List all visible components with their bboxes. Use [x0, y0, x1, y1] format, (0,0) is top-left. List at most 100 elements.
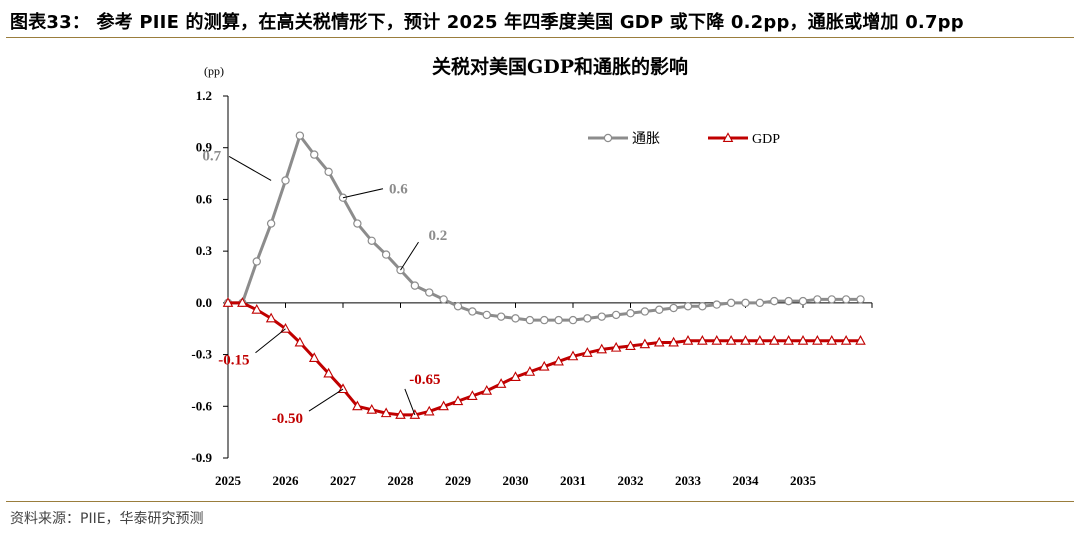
data-point-inflation — [712, 300, 721, 309]
data-point-inflation — [310, 150, 319, 159]
annotation-leader — [308, 388, 344, 412]
annotation-leader — [342, 188, 384, 199]
data-point-inflation — [669, 303, 678, 313]
data-point-inflation — [784, 296, 793, 306]
data-point-gdp — [783, 335, 794, 345]
annotation-label: -0.65 — [409, 372, 440, 388]
data-point-inflation — [813, 295, 822, 304]
data-point-gdp — [768, 335, 780, 345]
data-point-inflation — [698, 302, 707, 311]
data-point-inflation — [798, 296, 808, 306]
x-tick-label: 2030 — [503, 473, 529, 488]
data-point-gdp — [222, 297, 234, 307]
data-point-inflation — [540, 315, 549, 325]
data-point-inflation — [410, 281, 420, 290]
data-point-gdp — [467, 390, 478, 400]
data-point-inflation — [295, 131, 305, 140]
title-divider — [6, 37, 1074, 38]
data-point-inflation — [353, 219, 362, 228]
x-tick-label: 2029 — [445, 473, 472, 488]
data-point-gdp — [423, 405, 435, 416]
data-point-inflation — [525, 315, 535, 325]
data-point-inflation — [626, 309, 635, 318]
data-point-gdp — [697, 335, 708, 345]
data-point-gdp — [308, 352, 320, 363]
data-point-inflation — [597, 312, 606, 321]
y-tick-label: -0.3 — [191, 347, 212, 362]
annotation-leader — [255, 328, 286, 354]
data-point-gdp — [567, 350, 579, 361]
y-tick-label: -0.6 — [191, 398, 212, 413]
data-point-gdp — [668, 336, 679, 347]
data-point-gdp — [380, 407, 392, 418]
annotation-label: 0.2 — [429, 228, 448, 244]
x-tick-label: 2032 — [618, 473, 644, 488]
x-tick-label: 2034 — [733, 473, 760, 488]
data-point-gdp — [366, 403, 378, 414]
legend-marker-gdp — [722, 132, 734, 142]
data-point-gdp — [855, 335, 866, 345]
data-point-inflation — [367, 236, 376, 245]
data-point-inflation — [439, 295, 448, 304]
data-point-inflation — [281, 176, 290, 185]
data-point-inflation — [381, 250, 391, 259]
annotation-label: 0.6 — [389, 182, 408, 198]
data-point-inflation — [755, 298, 765, 308]
source-divider — [6, 501, 1074, 502]
data-point-inflation — [453, 302, 463, 311]
data-point-gdp — [524, 366, 536, 376]
data-point-gdp — [553, 355, 564, 366]
series-line-inflation — [228, 134, 861, 322]
legend-marker-inflation — [603, 133, 613, 143]
annotation-leader — [404, 388, 416, 416]
data-point-gdp — [797, 335, 809, 345]
y-tick-label: 0.0 — [196, 295, 212, 310]
annotation-leader — [228, 156, 272, 181]
chart-title: 关税对美国GDP和通胀的影响 — [432, 55, 688, 78]
series-layer — [222, 131, 866, 419]
x-tick-label: 2035 — [790, 473, 817, 488]
data-point-inflation — [496, 312, 506, 321]
x-tick-label: 2025 — [215, 473, 242, 488]
data-point-gdp — [840, 335, 852, 345]
x-tick-label: 2027 — [330, 473, 357, 488]
data-point-inflation — [482, 310, 491, 320]
data-point-inflation — [683, 302, 693, 311]
data-point-gdp — [438, 400, 449, 411]
data-point-inflation — [266, 219, 276, 228]
data-point-gdp — [495, 378, 507, 388]
y-tick-label: 0.6 — [196, 191, 213, 206]
x-tick-label: 2033 — [675, 473, 702, 488]
annotation-leader — [400, 241, 419, 271]
data-point-gdp — [582, 347, 593, 357]
data-point-gdp — [639, 338, 651, 349]
legend-label-gdp: GDP — [752, 132, 780, 147]
data-point-inflation — [856, 295, 865, 304]
x-tick-label: 2028 — [388, 473, 415, 488]
data-point-gdp — [625, 340, 636, 350]
data-point-gdp — [395, 409, 406, 419]
data-point-inflation — [655, 305, 664, 314]
data-point-inflation — [252, 257, 261, 266]
data-point-gdp — [610, 341, 622, 352]
data-point-gdp — [812, 335, 823, 345]
data-point-gdp — [251, 303, 263, 314]
data-point-inflation — [324, 167, 333, 177]
data-point-inflation — [583, 314, 592, 323]
y-axis-unit: (pp) — [204, 64, 224, 78]
data-point-inflation — [841, 295, 851, 304]
data-point-gdp — [754, 335, 766, 345]
data-point-gdp — [510, 371, 521, 381]
data-point-gdp — [538, 360, 550, 371]
data-point-inflation — [425, 288, 434, 297]
data-point-inflation — [511, 314, 520, 323]
data-point-gdp — [294, 336, 306, 347]
data-point-inflation — [726, 298, 736, 308]
source-note: 资料来源：PIIE，华泰研究预测 — [10, 511, 204, 527]
y-tick-label: 1.2 — [196, 88, 212, 103]
data-point-gdp — [725, 335, 737, 345]
annotation-label: -0.50 — [272, 411, 303, 427]
data-point-gdp — [265, 312, 277, 323]
data-point-gdp — [711, 335, 723, 345]
